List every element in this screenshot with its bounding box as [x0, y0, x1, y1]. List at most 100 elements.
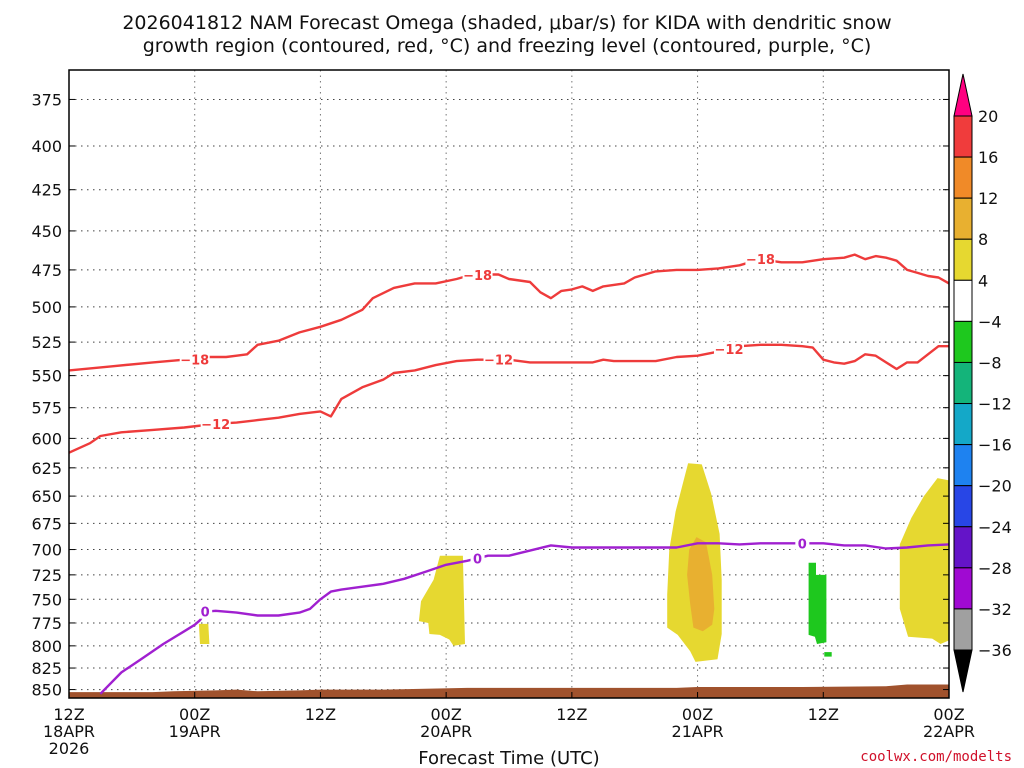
contour-line-0: [69, 253, 949, 372]
y-tick-label-725: 725: [31, 566, 62, 585]
colorbar-swatch-3: [953, 238, 973, 281]
y-tick-label-575: 575: [31, 399, 62, 418]
x-tick-label-6-1: 12Z: [808, 705, 839, 724]
y-tick-label-850: 850: [31, 681, 62, 700]
contour-label-bg-0-2: [745, 252, 776, 267]
y-tick-label-550: 550: [31, 367, 62, 386]
contour-label-1-2: −12: [715, 343, 744, 358]
y-tick-label-750: 750: [31, 590, 62, 609]
colorbar-swatch-9: [953, 485, 973, 528]
colorbar-label-4: 4: [978, 271, 988, 290]
contour-label-0-1: −18: [463, 269, 492, 284]
shaded-region-4: [899, 478, 949, 644]
colorbar-label-10: −24: [978, 518, 1012, 537]
x-tick-label-4-1: 12Z: [556, 705, 587, 724]
colorbar-label-3: 8: [978, 230, 988, 249]
contour-label-0-0: −18: [180, 354, 209, 369]
contour-label-bg-1-1: [483, 352, 514, 367]
colorbar-label-0: 20: [978, 107, 998, 126]
x-tick-label-5-1: 00Z: [682, 705, 713, 724]
contour-label-bg-0-1: [462, 268, 493, 283]
shaded-region-5: [808, 562, 827, 644]
y-tick-label-400: 400: [31, 137, 62, 156]
colorbar-swatch-5: [953, 320, 973, 363]
y-tick-label-775: 775: [31, 614, 62, 633]
x-tick-label-3-1: 00Z: [430, 705, 461, 724]
x-tick-label-7-1: 00Z: [933, 705, 964, 724]
y-axis: 375 400 425 450 475 500 525 550 575 600 625 650 675 7…: [31, 90, 949, 700]
terrain-fill: [69, 684, 949, 698]
colorbar: 20 16 12 8 4 −4 −8 −12 −16 −20 −24 −28 −32 −36: [953, 73, 1012, 693]
x-tick-label-1-2: 19APR: [169, 722, 221, 741]
contour-line-1: [69, 343, 949, 454]
contour-label-1-1: −12: [484, 354, 513, 369]
y-tick-label-800: 800: [31, 637, 62, 656]
x-tick-label-2-1: 12Z: [305, 705, 336, 724]
contour-label-bg-0-0: [179, 352, 210, 367]
x-tick-label-0-2: 18APR: [43, 722, 95, 741]
credit-text: coolwx.com/modelts: [860, 749, 1012, 765]
shaded-region-1: [418, 555, 465, 646]
y-tick-label-375: 375: [31, 90, 62, 109]
colorbar-swatch-10: [953, 526, 973, 569]
x-tick-label-7-2: 22APR: [923, 722, 975, 741]
y-tick-label-600: 600: [31, 429, 62, 448]
colorbar-bottom-arrow: [953, 649, 973, 693]
y-tick-label-525: 525: [31, 333, 62, 352]
colorbar-swatch-12: [953, 608, 973, 651]
y-tick-label-675: 675: [31, 514, 62, 533]
chart-title-line1: 2026041812 NAM Forecast Omega (shaded, μ…: [122, 12, 891, 34]
colorbar-swatch-6: [953, 361, 973, 405]
contour-label-2-2: 0: [798, 537, 807, 552]
contour-label-bg-1-0: [200, 416, 231, 431]
x-axis-label: Forecast Time (UTC): [418, 748, 599, 768]
colorbar-swatch-4: [953, 279, 973, 322]
y-tick-label-425: 425: [31, 181, 62, 200]
colorbar-swatch-11: [953, 567, 973, 610]
colorbar-label-7: −12: [978, 395, 1012, 414]
contour-label-2-0: 0: [201, 606, 210, 621]
contour-label-0-2: −18: [746, 253, 775, 268]
colorbar-swatch-0: [953, 115, 973, 158]
colorbar-label-13: −36: [978, 641, 1012, 660]
y-tick-label-450: 450: [31, 222, 62, 241]
x-tick-label-1-1: 00Z: [179, 705, 210, 724]
colorbar-label-5: −4: [978, 312, 1002, 331]
colorbar-label-6: −8: [978, 353, 1002, 372]
y-tick-label-475: 475: [31, 261, 62, 280]
y-tick-label-625: 625: [31, 459, 62, 478]
contour-label-bg-1-2: [714, 341, 744, 356]
colorbar-top-arrow: [953, 73, 973, 117]
contour-label-2-1: 0: [473, 552, 482, 567]
contour-label-bg-2-1: [470, 551, 485, 566]
x-tick-label-3-2: 20APR: [420, 722, 472, 741]
contour-labels: −18 −18 −18 −12 −12 −12 0 0 0: [179, 252, 810, 621]
y-tick-label-650: 650: [31, 487, 62, 506]
y-tick-label-825: 825: [31, 659, 62, 678]
colorbar-swatch-7: [953, 403, 973, 446]
colorbar-swatch-8: [953, 444, 973, 487]
colorbar-label-11: −28: [978, 559, 1012, 578]
x-tick-label-0-3: 2026: [49, 739, 90, 758]
contour-label-bg-2-2: [795, 536, 810, 551]
shaded-region-6: [824, 652, 832, 657]
colorbar-label-8: −16: [978, 436, 1012, 455]
chart-title-line2: growth region (contoured, red, °C) and f…: [143, 35, 872, 57]
x-tick-label-5-2: 21APR: [672, 722, 724, 741]
y-tick-label-500: 500: [31, 298, 62, 317]
shaded-region-3: [687, 537, 715, 632]
colorbar-label-12: −32: [978, 600, 1012, 619]
contour-label-bg-2-0: [198, 604, 213, 619]
colorbar-label-1: 16: [978, 148, 998, 167]
contour-label-1-0: −12: [201, 418, 230, 433]
colorbar-swatch-1: [953, 156, 973, 199]
plot-frame: [68, 69, 950, 699]
y-tick-label-700: 700: [31, 541, 62, 560]
colorbar-swatch-2: [953, 197, 973, 240]
shaded-region-0: [198, 623, 210, 644]
colorbar-label-9: −20: [978, 477, 1012, 496]
omega-shading: [69, 463, 949, 698]
colorbar-label-2: 12: [978, 189, 998, 208]
